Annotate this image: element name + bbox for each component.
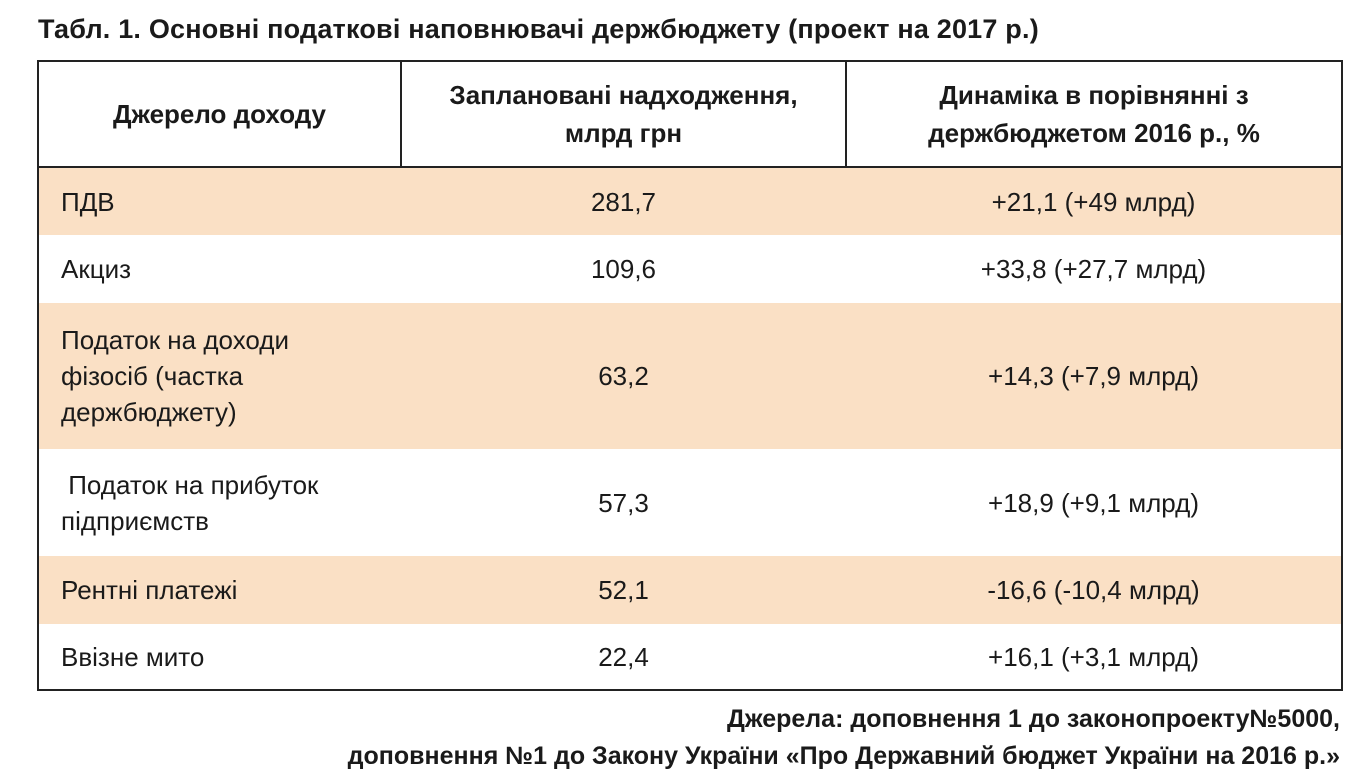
cell-planned: 63,2 bbox=[401, 303, 846, 449]
cell-source: Рентні платежі bbox=[38, 556, 401, 624]
cell-source: Акциз bbox=[38, 235, 401, 303]
cell-dynamics: +33,8 (+27,7 млрд) bbox=[846, 235, 1342, 303]
cell-dynamics: +18,9 (+9,1 млрд) bbox=[846, 449, 1342, 556]
cell-planned: 52,1 bbox=[401, 556, 846, 624]
table-header-row: Джерело доходу Заплановані надходження, … bbox=[38, 61, 1342, 168]
table-row: Акциз 109,6 +33,8 (+27,7 млрд) bbox=[38, 235, 1342, 303]
cell-planned: 57,3 bbox=[401, 449, 846, 556]
sources-line-1: Джерела: доповнення 1 до законопроекту№5… bbox=[727, 705, 1340, 733]
header-source: Джерело доходу bbox=[38, 61, 402, 168]
cell-dynamics: +16,1 (+3,1 млрд) bbox=[846, 624, 1342, 690]
table-row: Ввізне мито 22,4 +16,1 (+3,1 млрд) bbox=[38, 624, 1342, 690]
cell-planned: 281,7 bbox=[401, 167, 846, 235]
table-row: ПДВ 281,7 +21,1 (+49 млрд) bbox=[38, 167, 1342, 235]
table-row: Податок на доходи фізосіб (частка держбю… bbox=[38, 303, 1342, 449]
tax-revenue-table: Джерело доходу Заплановані надходження, … bbox=[37, 60, 1343, 691]
cell-planned: 109,6 bbox=[401, 235, 846, 303]
cell-source: Ввізне мито bbox=[38, 624, 401, 690]
table-row: Податок на прибуток підприємств 57,3 +18… bbox=[38, 449, 1342, 556]
cell-source: ПДВ bbox=[38, 167, 401, 235]
cell-source: Податок на доходи фізосіб (частка держбю… bbox=[38, 303, 401, 449]
cell-source: Податок на прибуток підприємств bbox=[38, 449, 401, 556]
sources-line-2: доповнення №1 до Закону України «Про Дер… bbox=[347, 742, 1340, 770]
header-planned: Заплановані надходження, млрд грн bbox=[401, 61, 847, 168]
cell-dynamics: -16,6 (-10,4 млрд) bbox=[846, 556, 1342, 624]
cell-planned: 22,4 bbox=[401, 624, 846, 690]
cell-dynamics: +21,1 (+49 млрд) bbox=[846, 167, 1342, 235]
cell-dynamics: +14,3 (+7,9 млрд) bbox=[846, 303, 1342, 449]
table-row: Рентні платежі 52,1 -16,6 (-10,4 млрд) bbox=[38, 556, 1342, 624]
header-dynamics: Динаміка в порівнянні з держбюджетом 201… bbox=[846, 61, 1342, 168]
table-caption: Табл. 1. Основні податкові наповнювачі д… bbox=[38, 14, 1039, 44]
